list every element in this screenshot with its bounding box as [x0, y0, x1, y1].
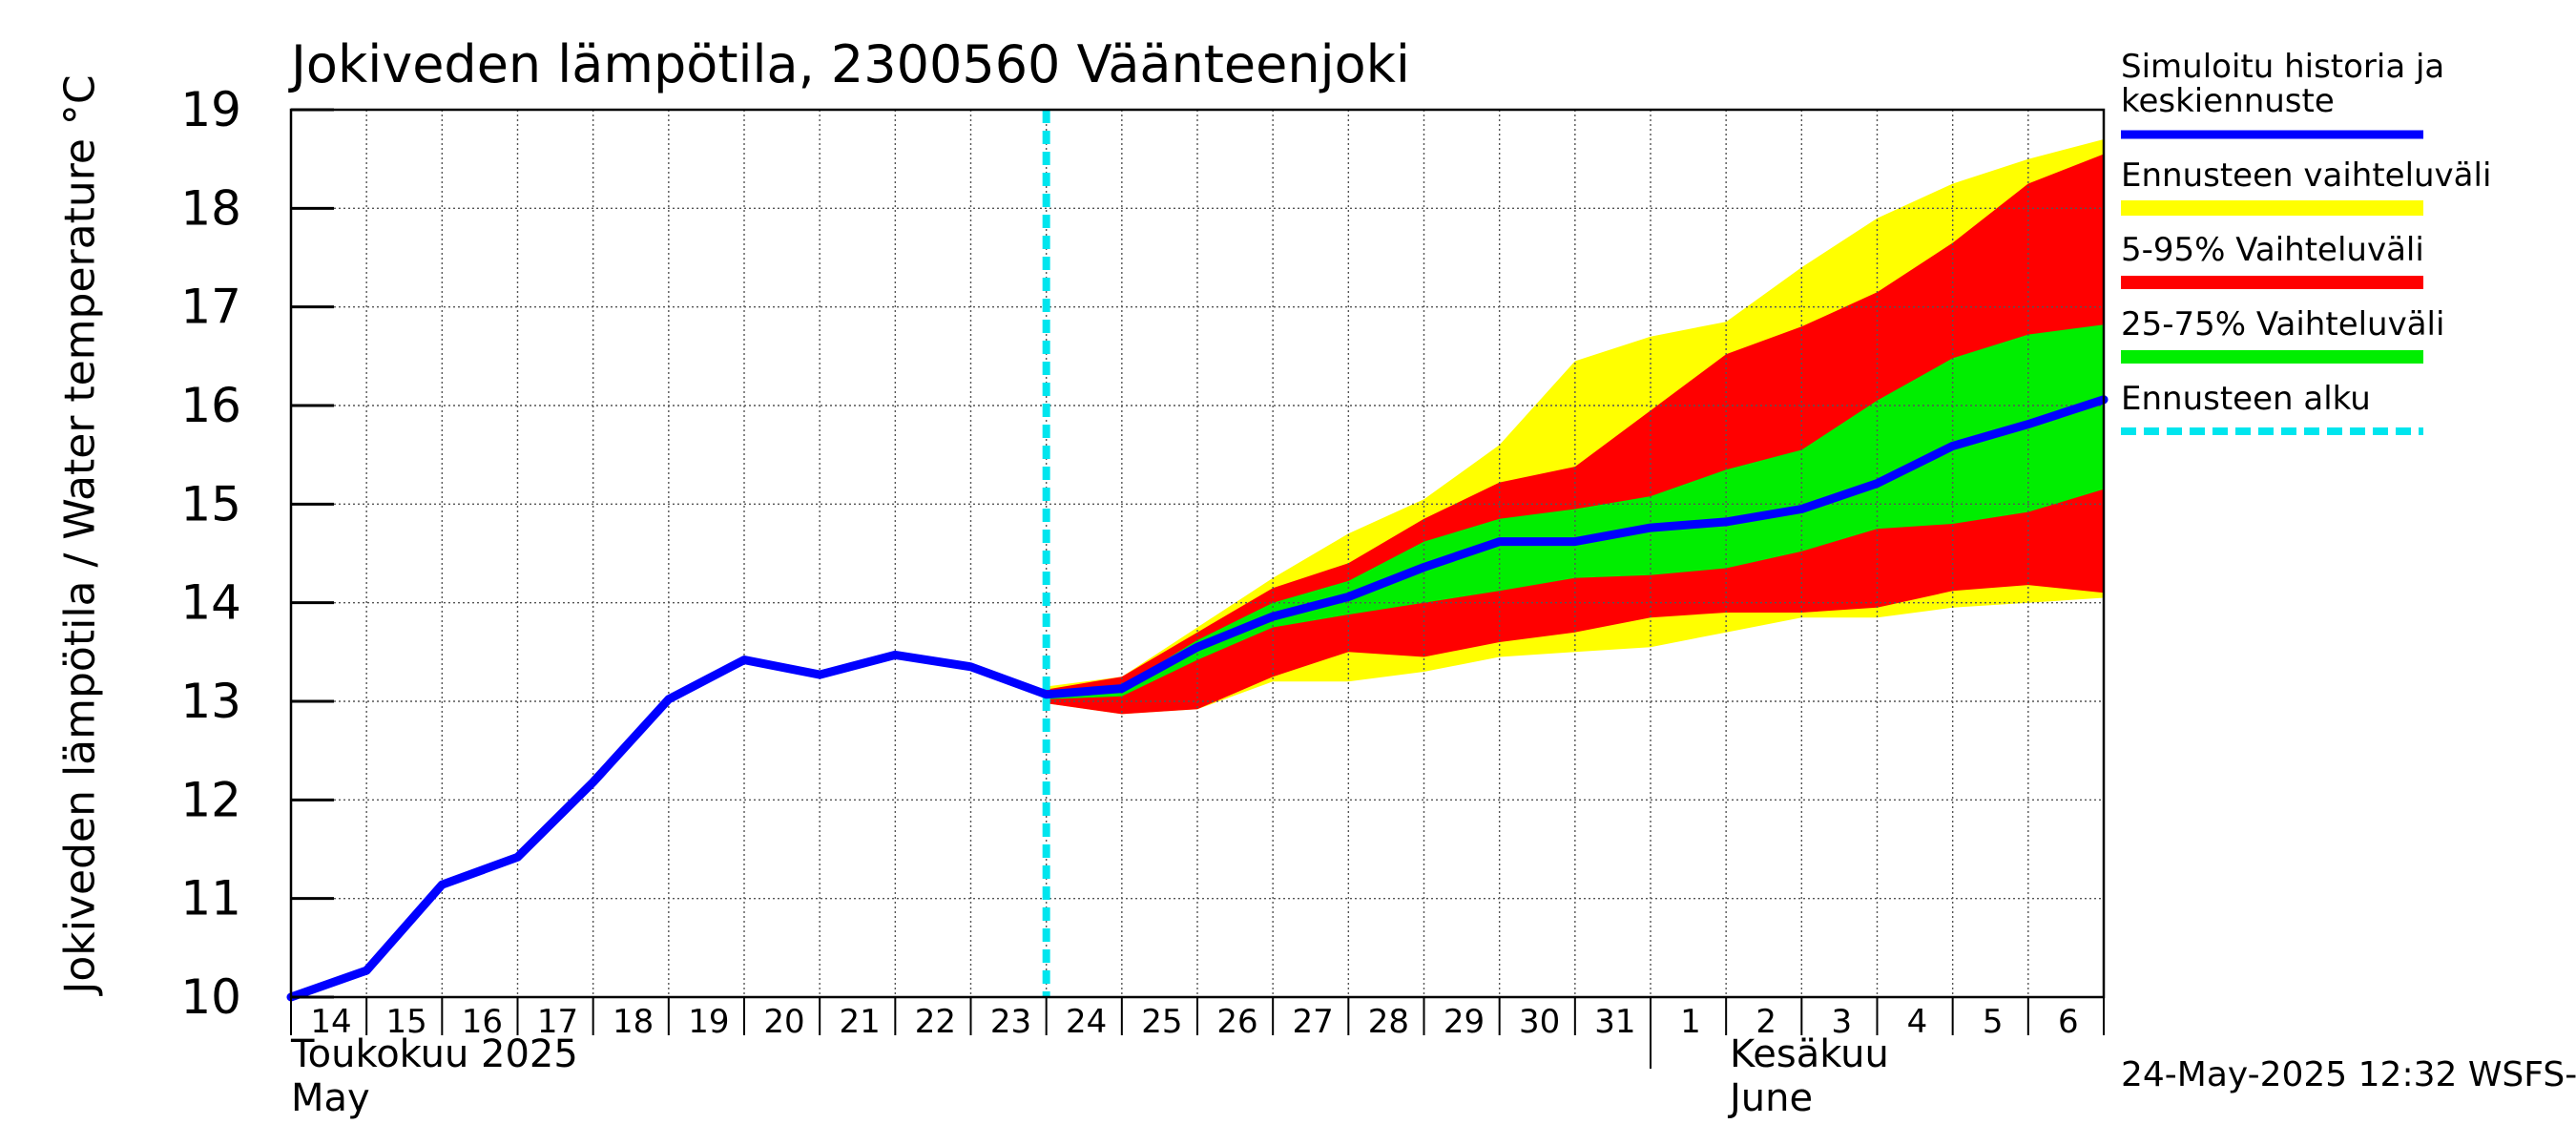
y-tick-label: 14 — [180, 575, 241, 631]
x-tick-label: 23 — [990, 1003, 1031, 1041]
month-label-june-fi: Kesäkuu — [1730, 1032, 1889, 1076]
x-tick-label: 17 — [537, 1003, 578, 1041]
x-tick-label: 24 — [1066, 1003, 1107, 1041]
x-tick-label: 4 — [1907, 1003, 1928, 1041]
y-tick-label: 12 — [180, 772, 241, 827]
band-1 — [1046, 154, 2104, 715]
x-tick-label: 18 — [613, 1003, 654, 1041]
grid-lines — [291, 110, 2104, 997]
month-label-may-en: May — [291, 1076, 370, 1120]
legend-label-forecast-start: Ennusteen alku — [2121, 380, 2371, 418]
y-tick-label: 11 — [180, 871, 241, 926]
x-tick-label: 28 — [1368, 1003, 1409, 1041]
x-tick-label: 26 — [1216, 1003, 1257, 1041]
x-tick-label: 16 — [462, 1003, 503, 1041]
x-tick-label: 20 — [763, 1003, 804, 1041]
month-label-june-en: June — [1730, 1076, 1814, 1120]
legend-label-forecast-range: Ennusteen vaihteluväli — [2121, 156, 2492, 195]
y-tick-label: 13 — [180, 674, 241, 729]
x-tick-label: 1 — [1680, 1003, 1701, 1041]
x-tick-label: 31 — [1594, 1003, 1635, 1041]
x-tick-label: 29 — [1444, 1003, 1485, 1041]
y-tick-label: 17 — [180, 280, 241, 335]
legend-swatches — [2121, 130, 2423, 435]
x-tick-label: 22 — [915, 1003, 956, 1041]
x-tick-label: 15 — [386, 1003, 427, 1041]
month-label-may-fi: Toukokuu 2025 — [291, 1032, 578, 1076]
x-tick-label: 25 — [1141, 1003, 1182, 1041]
axes — [289, 108, 2106, 1069]
x-tick-label: 14 — [310, 1003, 351, 1041]
x-tick-label: 5 — [1983, 1003, 2004, 1041]
chart-title: Jokiveden lämpötila, 2300560 Väänteenjok… — [291, 34, 1410, 94]
y-tick-label: 19 — [180, 82, 241, 137]
timestamp: 24-May-2025 12:32 WSFS-O — [2121, 1055, 2576, 1094]
x-tick-label: 2 — [1755, 1003, 1776, 1041]
x-tick-label: 6 — [2058, 1003, 2079, 1041]
y-tick-label: 10 — [180, 969, 241, 1025]
legend-label-5-95: 5-95% Vaihteluväli — [2121, 231, 2424, 269]
y-tick-label: 16 — [180, 378, 241, 433]
legend-label-simulated: Simuloitu historia ja keskiennuste — [2121, 48, 2445, 120]
legend-label-25-75: 25-75% Vaihteluväli — [2121, 305, 2445, 344]
series-layer — [286, 110, 2109, 1002]
x-tick-label: 21 — [840, 1003, 881, 1041]
x-tick-label: 19 — [688, 1003, 729, 1041]
y-axis-label: Jokiveden lämpötila / Water temperature … — [55, 74, 105, 994]
y-tick-label: 15 — [180, 476, 241, 531]
x-tick-label: 27 — [1293, 1003, 1334, 1041]
y-tick-label: 18 — [180, 180, 241, 236]
x-tick-label: 3 — [1832, 1003, 1853, 1041]
x-tick-label: 30 — [1519, 1003, 1560, 1041]
